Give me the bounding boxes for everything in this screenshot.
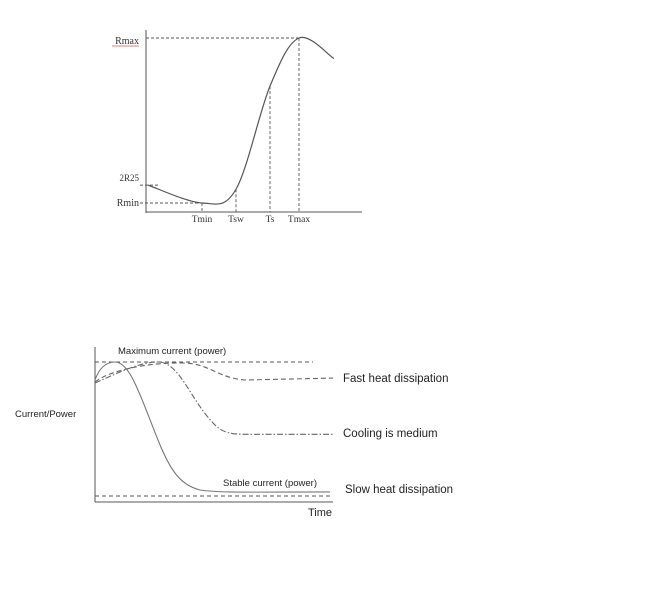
x-tick-tmax: Tmax <box>288 215 310 225</box>
x-tick-tmin: Tmin <box>192 215 213 225</box>
series-label-fast: Fast heat dissipation <box>343 373 448 385</box>
max-current-label: Maximum current (power) <box>118 346 226 357</box>
resistance-temperature-chart: Rmax 2R25 Rmin Tmin Tsw Ts Tmax <box>112 30 362 225</box>
chart1-resistance-curve <box>147 36 335 205</box>
series-label-slow: Slow heat dissipation <box>345 484 453 496</box>
y-tick-rmin: Rmin <box>117 198 139 209</box>
fast-heat-dissipation-curve <box>94 362 334 383</box>
slow-heat-dissipation-curve <box>94 361 331 493</box>
stable-current-label: Stable current (power) <box>223 478 317 489</box>
y-tick-rmax: Rmax <box>115 36 139 47</box>
x-tick-tsw: Tsw <box>228 215 244 225</box>
medium-cooling-curve <box>94 361 333 435</box>
series-label-medium: Cooling is medium <box>343 428 438 440</box>
x-tick-ts: Ts <box>266 215 275 225</box>
current-time-chart: Maximum current (power) Stable current (… <box>15 346 453 519</box>
chart1-guide-lines <box>140 37 300 212</box>
y-axis-label: Current/Power <box>15 409 76 420</box>
y-tick-2r25: 2R25 <box>119 173 139 183</box>
x-axis-label: Time <box>308 507 332 519</box>
